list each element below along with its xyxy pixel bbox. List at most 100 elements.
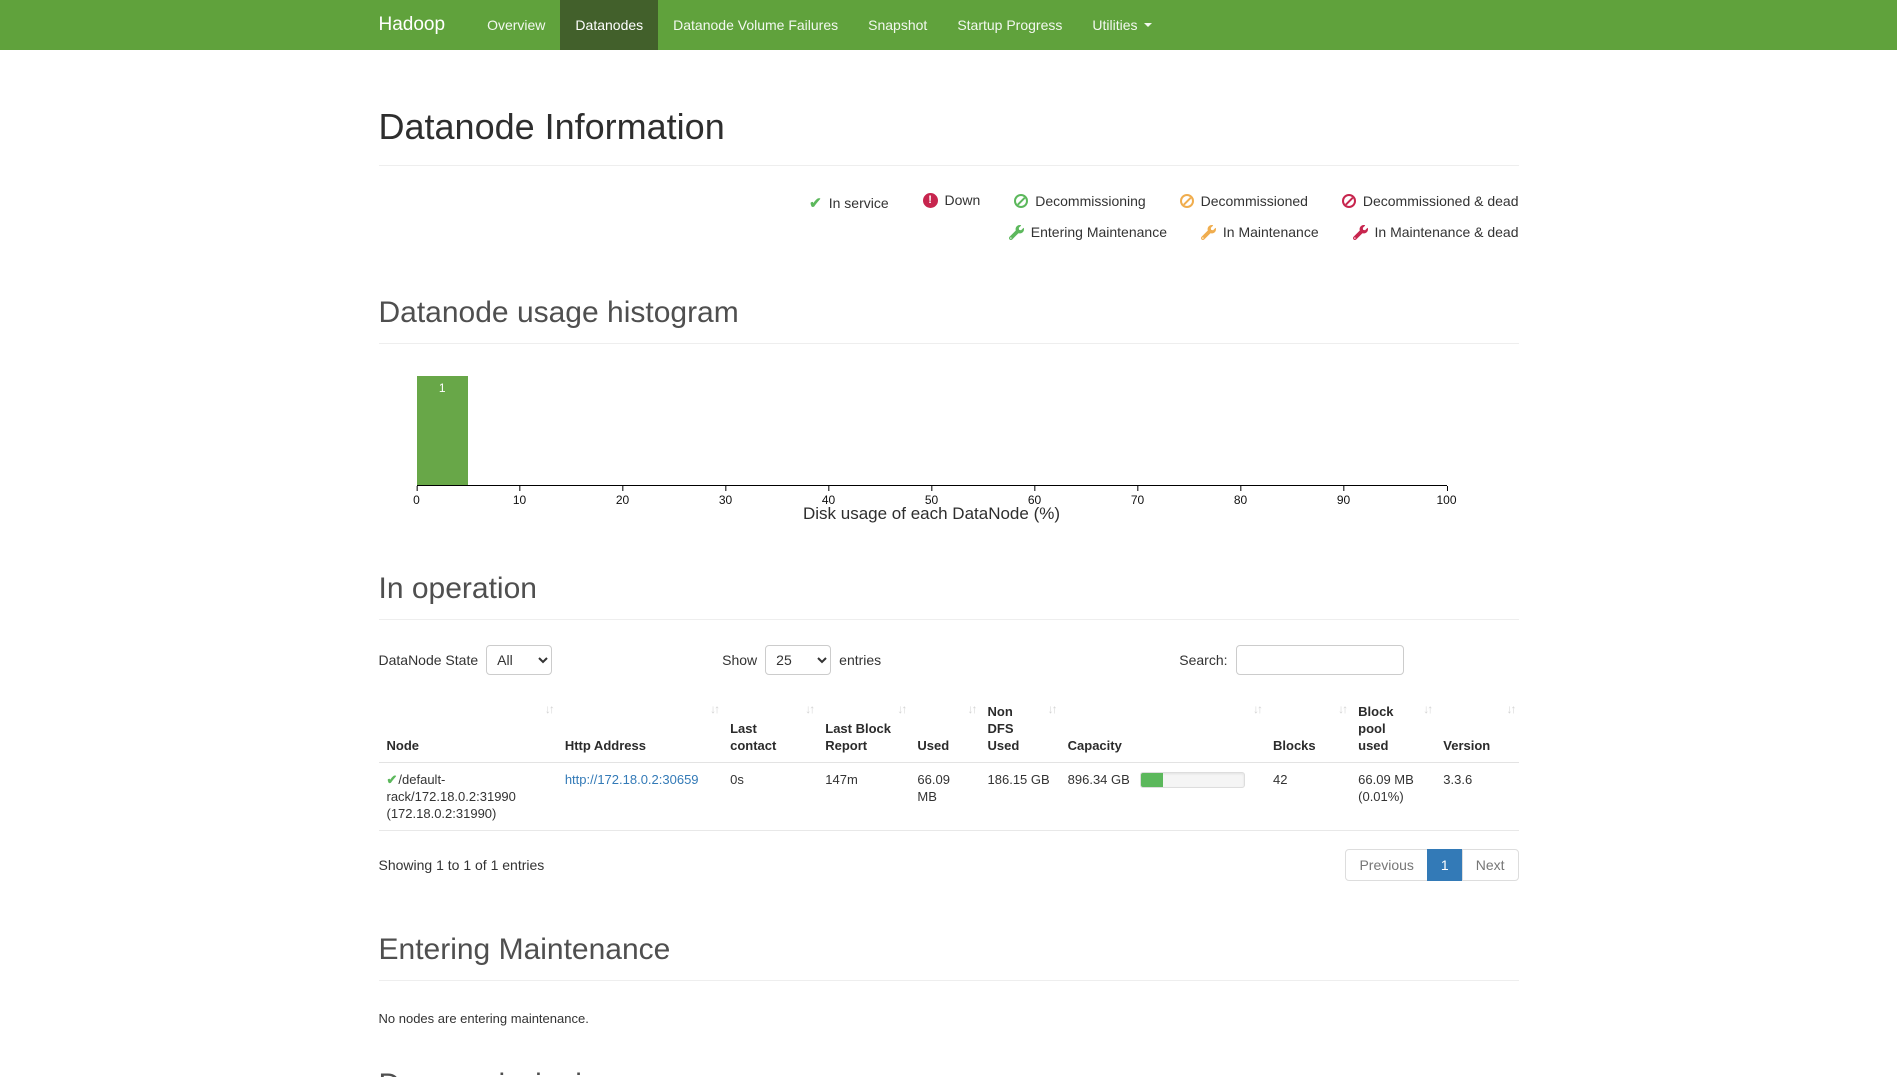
- entering-maintenance-empty-text: No nodes are entering maintenance.: [378, 1011, 589, 1026]
- page-length-control: Show 25 entries: [722, 645, 881, 675]
- col-header-capacity[interactable]: ↓↑ Capacity: [1059, 695, 1265, 763]
- entering-maintenance-title: Entering Maintenance: [378, 933, 671, 966]
- sort-icon[interactable]: ↓↑: [1423, 702, 1433, 716]
- http-address-link[interactable]: http://172.18.0.2:30659: [564, 772, 699, 787]
- check-icon: ✔: [809, 195, 822, 212]
- col-header-node[interactable]: ↓↑ Node: [378, 695, 557, 763]
- show-label: Show: [722, 652, 758, 668]
- sort-icon[interactable]: ↓↑: [897, 702, 907, 716]
- page-length-select[interactable]: 25: [765, 645, 832, 675]
- status-legend: ✔ In service Down Decommissioning Decomm…: [379, 186, 1519, 250]
- sort-icon[interactable]: ↓↑: [710, 702, 720, 716]
- cell-last-contact: 0s: [722, 762, 818, 831]
- col-header-label: Block pool used: [1358, 704, 1394, 753]
- brand-link[interactable]: Hadoop: [378, 14, 446, 35]
- col-header-block-pool-used[interactable]: ↓↑ Block pool used: [1350, 695, 1436, 763]
- chevron-down-icon: [1143, 23, 1152, 27]
- pagination-page-1-button[interactable]: 1: [1426, 849, 1463, 881]
- table-row: ✔/default-rack/172.18.0.2:31990 (172.18.…: [378, 762, 1519, 831]
- table-controls: DataNode State All Show 25 entries Searc…: [379, 645, 1519, 675]
- col-header-label: Node: [386, 738, 420, 753]
- histogram-plot-area: 1: [416, 376, 1447, 486]
- pagination-previous-button[interactable]: Previous: [1345, 849, 1428, 881]
- histogram-section-title: Datanode usage histogram: [378, 296, 739, 329]
- usage-histogram: 1 0 10 20 30 40 50 60 70 80 90 100 Disk …: [413, 376, 1457, 524]
- legend-label: Entering Maintenance: [1030, 224, 1167, 240]
- pagination: Previous 1 Next: [1345, 849, 1519, 881]
- nav-item-startup-progress[interactable]: Startup Progress: [957, 17, 1063, 33]
- axis-tick: 70: [1131, 486, 1144, 507]
- search-input[interactable]: [1235, 645, 1404, 675]
- nav-item-overview[interactable]: Overview: [487, 17, 546, 33]
- cell-block-pool-used: 66.09 MB (0.01%): [1350, 762, 1436, 831]
- col-header-label: Non DFS Used: [987, 704, 1020, 753]
- legend-label: Decommissioning: [1035, 192, 1146, 209]
- table-header-row: ↓↑ Node ↓↑ Http Address ↓↑ Last contact ↓↑ L…: [378, 695, 1519, 763]
- col-header-blocks[interactable]: ↓↑ Blocks: [1265, 695, 1351, 763]
- sort-icon[interactable]: ↓↑: [1047, 702, 1058, 716]
- pagination-next-button[interactable]: Next: [1461, 849, 1519, 881]
- check-icon: ✔: [386, 772, 398, 787]
- col-header-last-block-report[interactable]: ↓↑ Last Block Report: [817, 695, 910, 763]
- col-header-used[interactable]: ↓↑ Used: [909, 695, 980, 763]
- histogram-x-axis: 0 10 20 30 40 50 60 70 80 90 100: [413, 486, 1457, 508]
- sort-icon[interactable]: ↓↑: [1506, 702, 1517, 716]
- axis-tick: 0: [413, 486, 420, 507]
- col-header-label: Blocks: [1273, 738, 1316, 753]
- nav-item-datanode-volume-failures[interactable]: Datanode Volume Failures: [673, 17, 839, 33]
- capacity-progress-fill: [1140, 772, 1164, 787]
- legend-decommissioned: Decommissioned: [1179, 187, 1308, 216]
- capacity-text: 896.34 GB: [1067, 772, 1130, 787]
- cell-capacity: 896.34 GB: [1059, 762, 1265, 831]
- axis-tick: 20: [616, 486, 629, 507]
- axis-tick: 60: [1028, 486, 1041, 507]
- wrench-icon: [1352, 225, 1368, 240]
- legend-label: In service: [828, 195, 889, 211]
- cell-non-dfs-used: 186.15 GB: [979, 762, 1060, 831]
- search-control: Search:: [1179, 645, 1404, 675]
- col-header-non-dfs-used[interactable]: ↓↑ Non DFS Used: [979, 695, 1060, 763]
- datanodes-table: ↓↑ Node ↓↑ Http Address ↓↑ Last contact ↓↑ L…: [378, 695, 1519, 831]
- sort-icon[interactable]: ↓↑: [544, 702, 555, 716]
- divider: [378, 980, 1519, 981]
- col-header-label: Version: [1443, 738, 1491, 753]
- axis-tick: 40: [822, 486, 835, 507]
- col-header-version[interactable]: ↓↑ Version: [1435, 695, 1519, 763]
- legend-in-maintenance: In Maintenance: [1200, 218, 1319, 247]
- cell-blocks: 42: [1265, 762, 1351, 831]
- nav-menu: Overview Datanodes Datanode Volume Failu…: [472, 0, 1166, 50]
- legend-label: Down: [944, 192, 981, 208]
- nav-item-utilities[interactable]: Utilities: [1077, 0, 1166, 50]
- datanode-state-select[interactable]: All: [486, 645, 553, 675]
- legend-row-2: Entering Maintenance In Maintenance In M…: [379, 218, 1519, 250]
- nav-item-datanodes[interactable]: Datanodes: [560, 0, 659, 50]
- table-info: Showing 1 to 1 of 1 entries: [378, 857, 545, 873]
- legend-in-service: ✔ In service: [809, 189, 889, 218]
- cell-last-block-report: 147m: [817, 762, 910, 831]
- legend-label: Decommissioned & dead: [1362, 192, 1519, 209]
- sort-icon[interactable]: ↓↑: [805, 702, 815, 716]
- ban-circle-icon: [1341, 194, 1356, 208]
- axis-tick: 10: [513, 486, 526, 507]
- page-title: Datanode Information: [378, 106, 725, 147]
- wrench-icon: [1200, 225, 1216, 240]
- nav-item-label: Datanodes: [575, 17, 644, 33]
- col-header-label: Capacity: [1067, 738, 1122, 753]
- wrench-icon: [1008, 225, 1024, 240]
- col-header-http-address[interactable]: ↓↑ Http Address: [556, 695, 723, 763]
- nav-item-snapshot[interactable]: Snapshot: [868, 17, 928, 33]
- sort-icon[interactable]: ↓↑: [967, 702, 978, 716]
- histogram-bar-count: 1: [438, 381, 446, 395]
- col-header-last-contact[interactable]: ↓↑ Last contact: [722, 695, 818, 763]
- search-label: Search:: [1179, 652, 1228, 668]
- legend-entering-maintenance: Entering Maintenance: [1008, 218, 1167, 247]
- divider: [378, 343, 1519, 344]
- sort-icon[interactable]: ↓↑: [1253, 702, 1263, 716]
- legend-decommissioned-dead: Decommissioned & dead: [1341, 187, 1519, 216]
- navbar: Hadoop Overview Datanodes Datanode Volum…: [0, 0, 1897, 50]
- table-footer: Showing 1 to 1 of 1 entries Previous 1 N…: [379, 849, 1519, 881]
- legend-decommissioning: Decommissioning: [1014, 187, 1146, 216]
- capacity-progress-bar: [1139, 771, 1245, 788]
- cell-version: 3.3.6: [1435, 762, 1519, 831]
- sort-icon[interactable]: ↓↑: [1338, 702, 1348, 716]
